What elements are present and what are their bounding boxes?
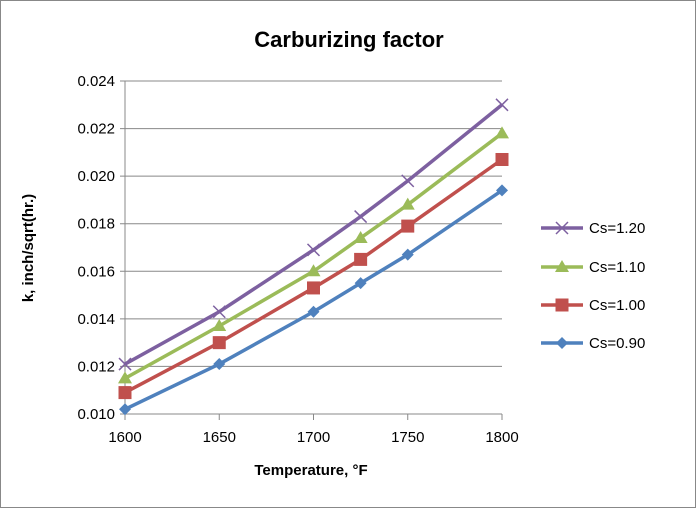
x-tick-label: 1800 [485,429,518,446]
triangle-marker [212,318,227,331]
triangle-marker [353,230,368,243]
y-tick-label: 0.020 [77,168,115,185]
series-Cs=1.10 [118,126,509,384]
square-marker [401,219,415,233]
square-marker [354,252,368,266]
x-marker [212,305,226,319]
x-marker-stroke [306,243,321,257]
x-marker-stroke [212,305,226,319]
x-tick-label: 1650 [203,429,236,446]
y-tick-label: 0.012 [77,358,115,375]
x-tick-label: 1700 [297,429,330,446]
x-marker [118,357,132,371]
series-Cs=1.20 [118,98,509,371]
x-tick-label: 1600 [108,429,141,446]
x-marker [495,98,509,112]
x-marker-stroke [495,98,509,112]
series-line [124,131,504,380]
legend-label: Cs=1.10 [589,259,645,276]
square-marker [555,298,569,312]
diamond-marker [496,184,508,197]
triangle-marker [400,197,415,210]
triangle-marker [118,371,132,384]
diamond-marker [354,277,367,290]
diamond-marker [556,337,568,349]
legend-label: Cs=1.20 [589,220,645,237]
square-marker [307,281,320,295]
diamond-marker [401,248,414,261]
diamond-marker [307,305,320,318]
square-marker [118,386,132,400]
y-tick-label: 0.014 [77,311,115,328]
triangle-marker [555,260,569,272]
x-marker-stroke [354,210,368,224]
x-tick-label: 1750 [391,429,424,446]
y-tick-label: 0.016 [77,263,115,280]
x-marker-stroke [401,174,415,188]
x-axis-label: Temperature, °F [254,462,367,479]
x-marker [306,243,321,257]
x-marker-stroke [118,357,132,371]
y-tick-label: 0.022 [77,121,115,138]
legend-label: Cs=1.00 [589,297,645,314]
chart-title: Carburizing factor [254,27,444,52]
x-marker [354,210,368,224]
y-tick-label: 0.010 [77,406,115,423]
y-tick-label: 0.024 [77,73,115,90]
square-marker [212,336,226,350]
diamond-marker [119,403,131,416]
diamond-marker [213,358,226,371]
x-marker [555,221,569,235]
x-marker [401,174,415,188]
series-line [124,103,504,366]
y-tick-label: 0.018 [77,216,115,233]
y-axis-label: k, inch/sqrt(hr.) [20,194,37,302]
series-Cs=0.90 [119,184,508,416]
triangle-marker [306,264,321,277]
triangle-marker [495,126,509,139]
series-line [124,158,504,395]
series-line [124,188,503,411]
x-marker-stroke [555,221,569,235]
square-marker [495,152,509,166]
legend-label: Cs=0.90 [589,335,645,352]
series-Cs=1.00 [118,152,509,400]
